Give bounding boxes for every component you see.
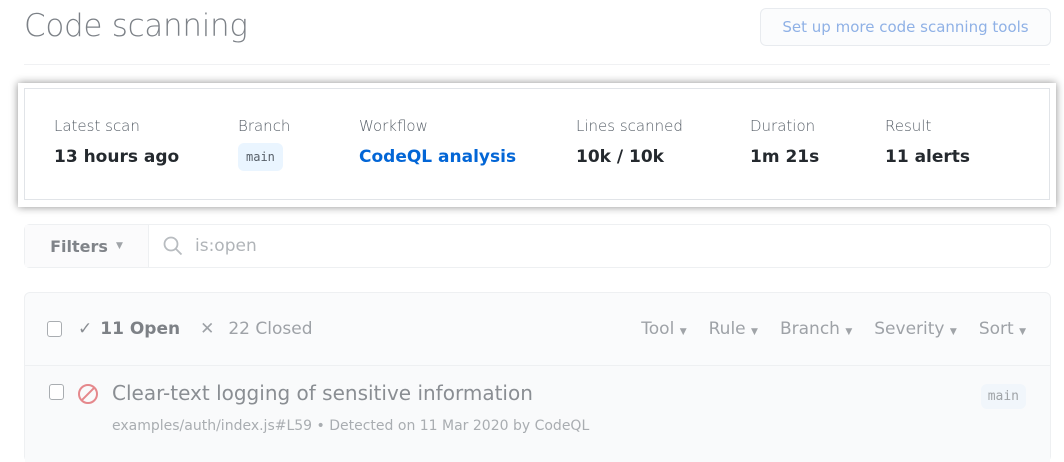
workflow-col: Workflow CodeQL analysis [359,117,516,167]
duration-col: Duration 1m 21s [750,117,819,167]
page-title: Code scanning [24,8,248,44]
setup-tools-button[interactable]: Set up more code scanning tools [760,8,1051,46]
filters-button[interactable]: Filters ▼ [25,225,149,267]
latest-scan-col: Latest scan 13 hours ago [54,117,179,167]
workflow-link[interactable]: CodeQL analysis [359,147,517,167]
alert-meta: examples/auth/index.js#L59 • Detected on… [112,418,590,434]
check-icon: ✓ [78,319,93,339]
alert-branch-badge: main [980,384,1026,409]
search-value: is:open [195,236,257,256]
lines-value: 10k / 10k [576,147,664,167]
duration-value: 1m 21s [750,147,820,167]
alerts-header: ✓ 11 Open ✕ 22 Closed Tool ▼ Rule ▼ Bran… [25,293,1050,366]
error-circle-slash-icon [78,384,98,404]
search-icon [163,236,183,256]
x-icon: ✕ [200,319,215,339]
duration-label: Duration [750,117,816,135]
latest-scan-panel [24,88,1050,200]
caret-down-icon: ▼ [115,241,123,251]
lines-label: Lines scanned [576,117,683,135]
filters-label: Filters [50,236,108,256]
result-label: Result [885,117,932,135]
result-value: 11 alerts [885,147,971,167]
latest-scan-value: 13 hours ago [54,147,180,167]
workflow-label: Workflow [359,117,428,135]
search-input[interactable]: is:open [149,236,257,256]
branch-label: Branch [238,117,291,135]
latest-scan-label: Latest scan [54,117,140,135]
branch-menu[interactable]: Branch ▼ [779,319,853,339]
latest-scan-highlight [18,83,1056,207]
severity-menu[interactable]: Severity ▼ [874,319,957,339]
sort-menu[interactable]: Sort ▼ [978,319,1026,339]
filter-menus: Tool ▼ Rule ▼ Branch ▼ Severity ▼ Sort ▼ [641,319,1026,339]
alert-title[interactable]: Clear-text logging of sensitive informat… [112,381,533,405]
alert-row[interactable]: Clear-text logging of sensitive informat… [25,366,1050,462]
open-tab[interactable]: 11 Open [100,319,181,339]
filter-bar: Filters ▼ is:open [24,224,1051,268]
result-col: Result 11 alerts [885,117,970,167]
divider [24,64,1050,65]
rule-menu[interactable]: Rule ▼ [708,319,758,339]
tool-menu[interactable]: Tool ▼ [641,319,687,339]
branch-badge: main [238,143,283,171]
closed-tab[interactable]: 22 Closed [228,319,313,339]
branch-col: Branch main [238,117,290,171]
alerts-list: ✓ 11 Open ✕ 22 Closed Tool ▼ Rule ▼ Bran… [24,292,1051,462]
alert-checkbox[interactable] [49,384,64,400]
lines-col: Lines scanned 10k / 10k [576,117,683,167]
select-all-checkbox[interactable] [47,321,62,337]
